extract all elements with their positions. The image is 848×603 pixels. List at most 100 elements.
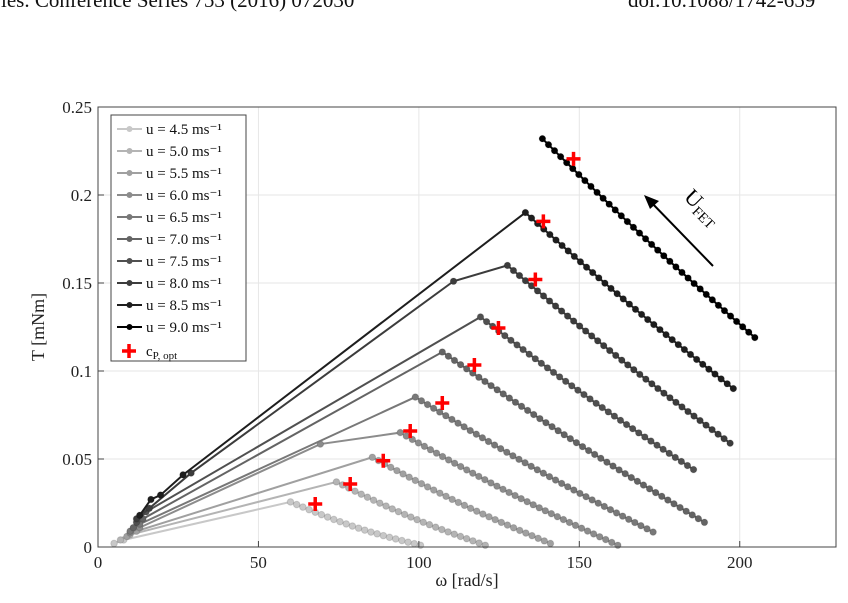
series-6.5 bbox=[126, 393, 657, 536]
data-point bbox=[605, 346, 614, 355]
data-point bbox=[565, 518, 574, 527]
cp-opt-layer bbox=[308, 151, 581, 512]
legend-label: u = 7.0 ms⁻¹ bbox=[146, 232, 222, 248]
data-point bbox=[404, 538, 412, 546]
data-point bbox=[751, 333, 759, 342]
x-tick-label: 200 bbox=[727, 553, 753, 572]
data-point bbox=[503, 521, 512, 529]
data-point bbox=[708, 296, 717, 304]
data-point bbox=[503, 261, 512, 270]
data-point bbox=[398, 536, 406, 545]
data-point bbox=[624, 515, 633, 524]
data-point bbox=[619, 295, 628, 303]
data-point bbox=[726, 439, 734, 447]
data-point bbox=[410, 539, 419, 548]
data-point bbox=[553, 512, 562, 521]
data-point bbox=[720, 434, 728, 443]
data-point bbox=[545, 297, 554, 305]
data-point bbox=[385, 533, 394, 542]
data-point bbox=[517, 402, 526, 411]
data-point bbox=[490, 441, 499, 449]
data-point bbox=[700, 518, 709, 527]
y-tick-label: 0 bbox=[84, 538, 93, 557]
data-point bbox=[548, 422, 556, 431]
data-point bbox=[577, 524, 586, 533]
data-point bbox=[466, 504, 475, 513]
data-point bbox=[432, 449, 441, 457]
data-point bbox=[589, 530, 598, 538]
data-point bbox=[542, 418, 550, 427]
legend-marker bbox=[126, 280, 133, 286]
data-point bbox=[517, 494, 525, 503]
data-point bbox=[571, 521, 580, 530]
data-point bbox=[454, 498, 463, 507]
data-point bbox=[499, 390, 508, 398]
data-point bbox=[629, 223, 638, 232]
data-point bbox=[425, 520, 434, 529]
plot-frame bbox=[97, 106, 837, 548]
data-point bbox=[529, 500, 538, 509]
ufet-label: UFET bbox=[677, 184, 726, 233]
data-point bbox=[698, 360, 707, 369]
data-point bbox=[647, 437, 655, 445]
data-point bbox=[493, 482, 501, 490]
data-point bbox=[539, 469, 548, 478]
data-point bbox=[522, 529, 530, 537]
data-point bbox=[420, 442, 429, 451]
data-point bbox=[607, 284, 615, 293]
data-point bbox=[659, 445, 667, 454]
data-point bbox=[411, 393, 420, 401]
cp-opt-marker bbox=[536, 214, 551, 229]
data-point bbox=[694, 514, 703, 523]
data-point bbox=[444, 456, 453, 464]
data-point bbox=[462, 534, 471, 543]
data-point bbox=[556, 152, 565, 161]
data-point bbox=[509, 452, 517, 460]
legend-marker bbox=[126, 302, 133, 308]
data-point bbox=[621, 469, 629, 478]
data-point bbox=[544, 140, 553, 149]
data-point bbox=[505, 394, 514, 402]
data-point bbox=[593, 188, 601, 197]
data-point bbox=[672, 263, 680, 271]
data-point bbox=[635, 229, 644, 237]
data-point bbox=[714, 301, 723, 310]
legend-item: u = 8.5 ms⁻¹ bbox=[117, 298, 222, 314]
data-point bbox=[554, 426, 562, 435]
data-point bbox=[647, 240, 656, 249]
ufet-annotation: UFET bbox=[644, 184, 726, 267]
data-point bbox=[438, 348, 447, 356]
data-point bbox=[416, 541, 425, 550]
data-point bbox=[129, 523, 138, 532]
data-point bbox=[587, 182, 595, 191]
data-point bbox=[179, 471, 187, 479]
data-point bbox=[484, 437, 493, 446]
data-point bbox=[639, 481, 648, 489]
data-point bbox=[609, 462, 617, 470]
data-point bbox=[618, 512, 627, 520]
data-point bbox=[482, 317, 491, 326]
cp-opt-marker bbox=[403, 424, 418, 439]
data-point bbox=[419, 518, 428, 527]
legend-label: u = 5.0 ms⁻¹ bbox=[146, 144, 222, 160]
data-point bbox=[587, 332, 596, 340]
data-point bbox=[431, 523, 440, 531]
data-point bbox=[738, 323, 747, 331]
data-point bbox=[580, 390, 588, 399]
data-point bbox=[664, 496, 672, 504]
data-point bbox=[550, 146, 559, 155]
legend-item: u = 7.5 ms⁻¹ bbox=[117, 254, 222, 270]
data-point bbox=[604, 408, 613, 416]
data-point bbox=[391, 535, 400, 543]
x-axis-label: ω [rad/s] bbox=[435, 570, 498, 590]
data-point bbox=[450, 459, 459, 468]
data-point bbox=[631, 305, 640, 314]
data-point bbox=[519, 345, 527, 354]
data-point bbox=[382, 502, 390, 510]
data-point bbox=[641, 234, 650, 243]
legend: u = 4.5 ms⁻¹ u = 5.0 ms⁻¹ u = 5.5 ms⁻¹ u = … bbox=[110, 114, 247, 362]
data-point bbox=[560, 430, 569, 439]
data-point bbox=[642, 375, 650, 383]
data-point bbox=[605, 200, 613, 208]
y-tick-label: 0.15 bbox=[62, 274, 92, 293]
